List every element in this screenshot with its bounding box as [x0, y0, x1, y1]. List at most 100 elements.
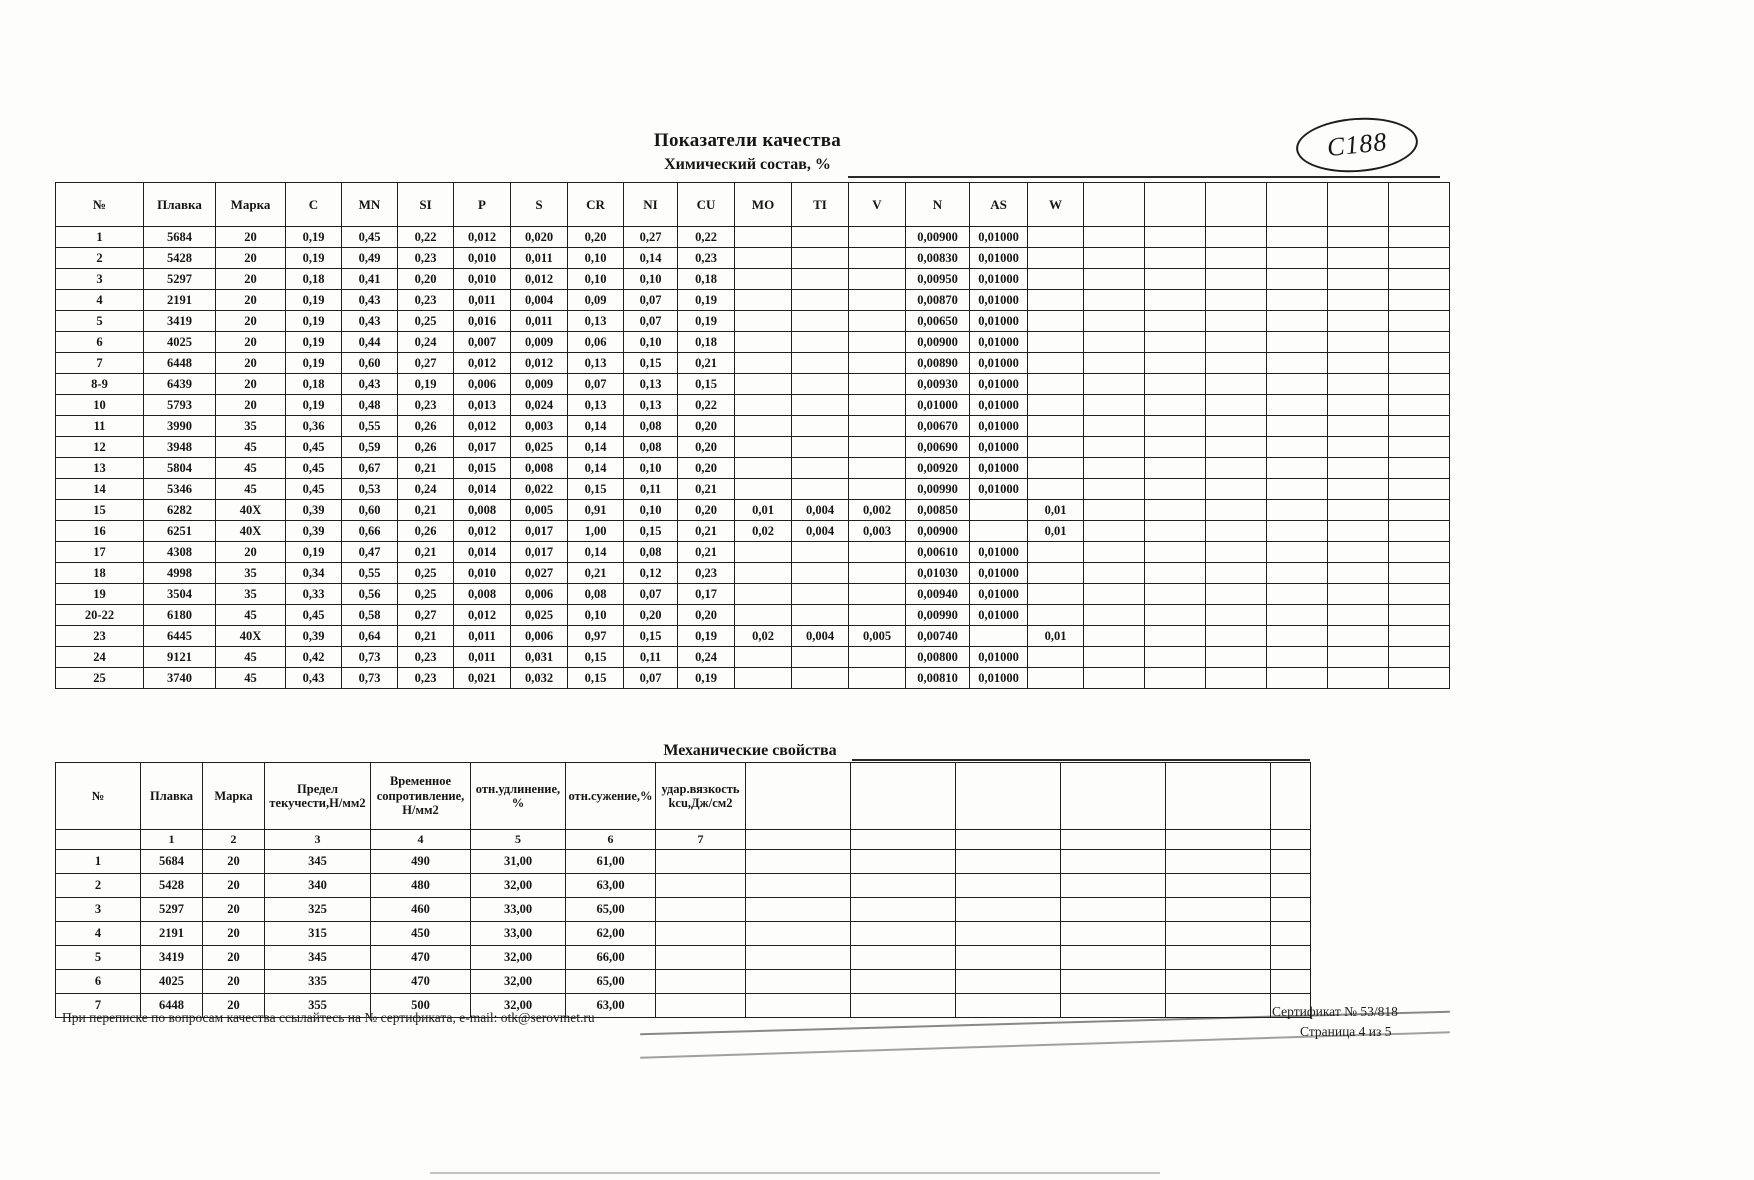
table-cell: 0,19	[285, 310, 342, 332]
table-cell: 0,009	[510, 331, 568, 353]
table-cell	[1027, 310, 1084, 332]
table-cell	[1060, 993, 1166, 1018]
table-cell: 7	[55, 352, 144, 374]
table-cell: 0,23	[397, 289, 454, 311]
table-cell	[791, 415, 849, 437]
table-cell	[1205, 415, 1267, 437]
table-cell	[1083, 520, 1145, 542]
table-cell: 0,11	[623, 646, 678, 668]
table-cell: 0,01	[1027, 520, 1084, 542]
table-cell: 0,22	[397, 226, 454, 248]
table-cell	[1266, 415, 1328, 437]
table-cell	[848, 541, 906, 563]
table-cell	[1388, 268, 1450, 290]
table-cell: 32,00	[470, 969, 566, 994]
table-cell: 5793	[143, 394, 216, 416]
table-cell	[791, 226, 849, 248]
table-cell	[1388, 604, 1450, 626]
table-cell	[1327, 436, 1389, 458]
table-cell: 0,19	[677, 289, 735, 311]
table-cell	[55, 829, 141, 850]
table-cell	[1060, 921, 1166, 946]
table-cell: 0,027	[510, 562, 568, 584]
table-cell	[791, 268, 849, 290]
column-header: Марка	[202, 762, 265, 830]
table-cell: 6	[55, 969, 141, 994]
table-cell	[1205, 667, 1267, 689]
table-cell: 4998	[143, 562, 216, 584]
table-cell: 0,07	[623, 583, 678, 605]
column-header: MN	[341, 182, 398, 227]
table-cell	[1165, 897, 1271, 922]
table-cell: 0,10	[623, 499, 678, 521]
table-cell: 0,01000	[969, 310, 1028, 332]
table-cell: 470	[370, 945, 471, 970]
table-cell	[1327, 583, 1389, 605]
table-cell	[1083, 310, 1145, 332]
table-cell: 45	[215, 436, 286, 458]
table-cell	[955, 873, 1061, 898]
table-cell: 0,39	[285, 625, 342, 647]
table-cell: 0,19	[285, 247, 342, 269]
table-cell: 0,60	[341, 499, 398, 521]
table-cell	[1060, 945, 1166, 970]
table-cell	[1083, 436, 1145, 458]
table-row: 5 3419 20 345 470 32,00 66,00	[55, 945, 1311, 970]
table-cell: 3	[55, 268, 144, 290]
table-cell	[1205, 226, 1267, 248]
table-cell	[1266, 583, 1328, 605]
table-cell	[1327, 226, 1389, 248]
table-cell: 3	[55, 897, 141, 922]
table-cell: 0,36	[285, 415, 342, 437]
column-header: CR	[567, 182, 624, 227]
table-cell: 20	[215, 268, 286, 290]
table-cell: 0,01000	[969, 646, 1028, 668]
table-cell	[1388, 520, 1450, 542]
table-cell: 0,10	[623, 268, 678, 290]
table-cell: 0,010	[453, 562, 511, 584]
table-cell	[1083, 541, 1145, 563]
table-cell: 0,22	[677, 394, 735, 416]
table-cell	[1266, 541, 1328, 563]
table-cell: 0,18	[677, 331, 735, 353]
table-cell	[1388, 667, 1450, 689]
table-cell	[1266, 226, 1328, 248]
table-cell: 0,15	[623, 520, 678, 542]
table-cell	[1165, 969, 1271, 994]
chem-table-subtitle: Химический состав, %	[664, 156, 831, 173]
table-cell	[1060, 829, 1166, 850]
table-cell	[1266, 520, 1328, 542]
column-header: TI	[791, 182, 849, 227]
table-cell: 0,21	[677, 541, 735, 563]
table-cell: 18	[55, 562, 144, 584]
table-cell: 0,66	[341, 520, 398, 542]
table-cell: 0,004	[791, 625, 849, 647]
table-cell	[1388, 625, 1450, 647]
table-cell: 32,00	[470, 873, 566, 898]
table-cell	[1027, 562, 1084, 584]
table-cell: 470	[370, 969, 471, 994]
table-cell	[734, 562, 792, 584]
table-row: 7 6448 20 0,19 0,60 0,27 0,012 0,012 0,13 0,15 0,2…	[55, 352, 1450, 374]
table-cell	[1205, 562, 1267, 584]
table-cell: 0,10	[623, 331, 678, 353]
table-cell	[1266, 352, 1328, 374]
table-cell	[955, 849, 1061, 874]
table-cell: 23	[55, 625, 144, 647]
table-cell	[655, 969, 746, 994]
table-cell: 0,21	[397, 541, 454, 563]
table-cell	[734, 289, 792, 311]
table-cell	[1027, 352, 1084, 374]
table-cell: 0,43	[341, 310, 398, 332]
table-cell	[1083, 667, 1145, 689]
table-cell: 0,00690	[905, 436, 970, 458]
table-cell: 20	[215, 289, 286, 311]
table-cell: 335	[264, 969, 371, 994]
table-cell	[850, 873, 956, 898]
table-cell: 0,008	[453, 583, 511, 605]
table-cell: 0,20	[397, 268, 454, 290]
table-cell: 45	[215, 667, 286, 689]
table-cell: 0,73	[341, 667, 398, 689]
table-cell: 0,017	[510, 541, 568, 563]
